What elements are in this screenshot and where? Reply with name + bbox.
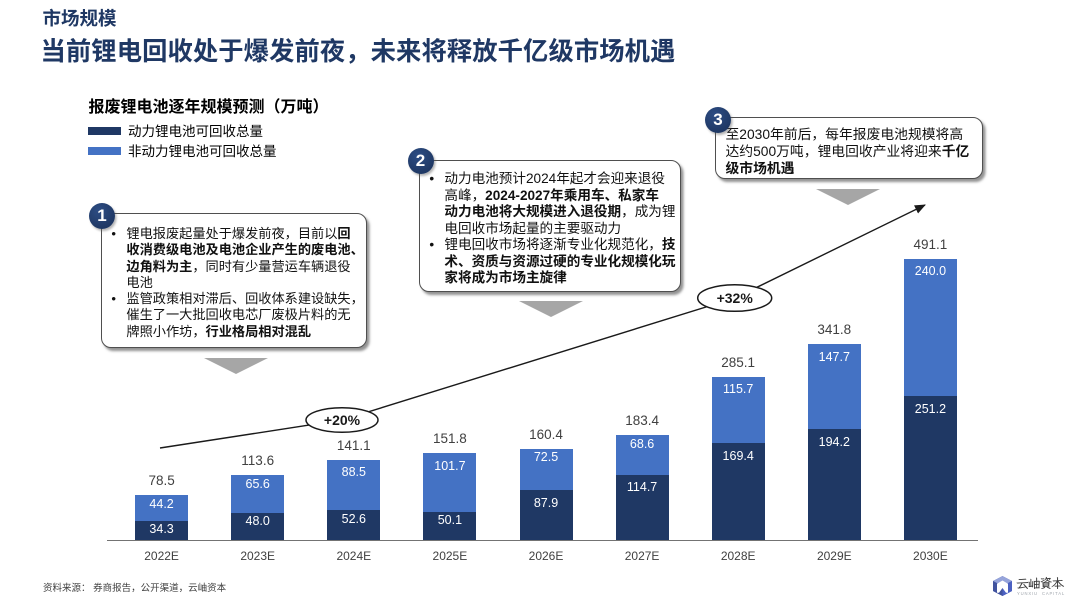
svg-text:+20%: +20% — [324, 412, 361, 428]
svg-text:+32%: +32% — [717, 290, 754, 306]
